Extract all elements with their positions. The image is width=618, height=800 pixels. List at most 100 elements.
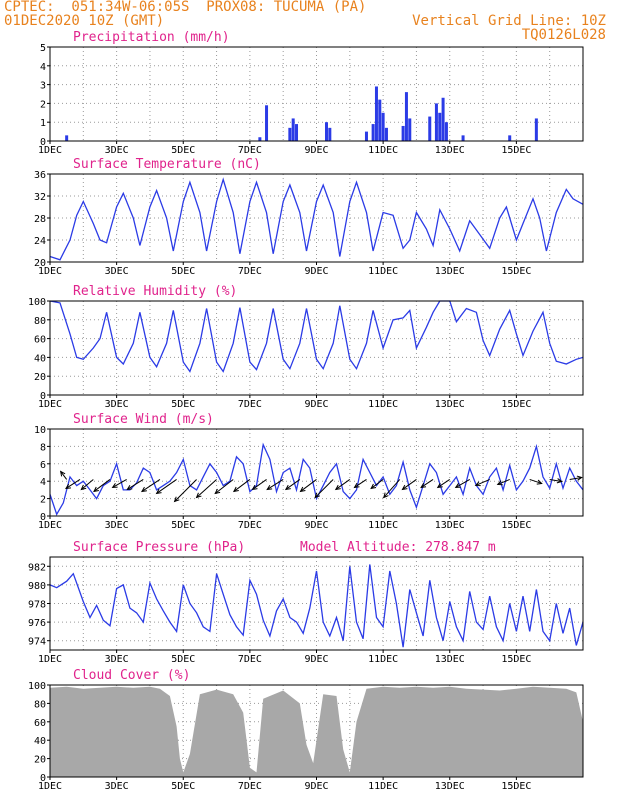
wind-vector: [195, 479, 217, 499]
wind-vector-shaft: [383, 479, 401, 498]
wind-vector: [370, 479, 384, 490]
y-tick-label: 974: [28, 637, 46, 648]
wind-vector-head: [474, 481, 481, 487]
y-tick-label: 2: [40, 99, 46, 110]
x-tick-label: 5DEC: [171, 399, 195, 410]
wind-vector-head: [299, 486, 306, 493]
wind-vector: [126, 479, 144, 491]
x-tick-label: 15DEC: [501, 266, 531, 277]
x-tick-label: 15DEC: [501, 520, 531, 531]
wind-vector-shaft: [370, 479, 384, 489]
precip-bar: [324, 122, 328, 141]
x-tick-label: 3DEC: [105, 654, 129, 665]
precip-bar: [291, 118, 295, 141]
wind-vector: [549, 478, 563, 484]
wind-vector: [284, 479, 301, 491]
x-tick-label: 1DEC: [38, 520, 62, 531]
wind-vector-shaft: [214, 479, 234, 494]
wind-vector-shaft: [65, 479, 81, 489]
panel-0: 0 1 2 3 4 5 1DEC 3DEC 5DEC 7DEC 9DEC 11DEC 13DEC 15DE…: [38, 30, 584, 156]
series-line: [49, 177, 584, 261]
precip-bar: [408, 118, 412, 141]
wind-vector-head: [576, 475, 583, 481]
wind-vector-head: [232, 486, 239, 493]
wind-vector-shaft: [529, 478, 542, 484]
series-line: [49, 442, 584, 516]
x-tick-label: 1DEC: [38, 654, 62, 665]
precip-bar: [378, 99, 382, 141]
y-tick-label: 32: [34, 192, 46, 203]
x-tick-label: 13DEC: [435, 654, 465, 665]
wind-vector-head: [420, 482, 427, 489]
precip-bar: [295, 124, 299, 141]
wind-vector: [314, 479, 334, 499]
wind-vector-shaft: [80, 479, 94, 490]
wind-vector-shaft: [300, 479, 317, 492]
panel-frame: [49, 428, 584, 517]
wind-vector-shaft: [285, 479, 301, 490]
wind-vector-shaft: [549, 478, 562, 482]
wind-vector: [232, 479, 251, 493]
wind-vector-head: [353, 482, 360, 489]
y-tick-label: 0: [40, 512, 46, 523]
y-tick-label: 980: [28, 581, 46, 592]
wind-vector-shaft: [569, 476, 582, 480]
precip-bar: [438, 112, 442, 141]
y-tick-label: 5: [40, 43, 46, 54]
wind-vector-head: [370, 483, 377, 490]
panel-2: 0 20 40 60 80 100 1DEC 3DEC 5DEC 7DEC 9DEC 11DEC 13D…: [28, 284, 584, 410]
precip-bar: [65, 135, 69, 141]
precip-bar: [364, 131, 368, 141]
x-tick-label: 9DEC: [304, 520, 328, 531]
y-tick-label: 1: [40, 118, 46, 129]
header-grid-line: Vertical Grid Line: 10Z: [412, 13, 606, 29]
wind-vector-head: [214, 488, 221, 495]
x-tick-label: 7DEC: [238, 781, 262, 792]
wind-vector-shaft: [60, 471, 68, 480]
wind-vector: [155, 479, 177, 495]
y-tick-label: 28: [34, 214, 46, 225]
wind-vector-shaft: [335, 479, 351, 490]
wind-vector-shaft: [437, 479, 451, 488]
precip-bar: [428, 116, 432, 141]
wind-vector-head: [383, 492, 389, 499]
series-line: [49, 300, 584, 373]
precip-bar: [288, 127, 292, 141]
wind-vector: [454, 479, 470, 489]
wind-vector-head: [195, 492, 202, 499]
panel-3: 0 2 4 6 8 10 1DEC 3DEC 5DEC 7DEC 9DEC 11DEC 13DEC 15D…: [34, 412, 584, 531]
precip-bar: [434, 103, 438, 141]
wind-vector-shaft: [402, 479, 417, 490]
y-tick-label: 2: [40, 495, 46, 506]
x-tick-label: 3DEC: [105, 266, 129, 277]
header-station: CPTEC: 051:34W-06:05S PROX08: TUCUMA (PA…: [4, 0, 367, 15]
x-tick-label: 9DEC: [304, 654, 328, 665]
wind-vector: [474, 479, 490, 487]
wind-vector-head: [140, 486, 147, 493]
x-tick-label: 13DEC: [435, 266, 465, 277]
cloud-cover-area: [50, 686, 583, 777]
panel-4: 974 976 978 980 982 1DEC 3DEC 5DEC 7DEC 9DEC 11DEC…: [28, 540, 584, 665]
x-tick-label: 15DEC: [501, 781, 531, 792]
wind-vector-head: [155, 488, 162, 495]
wind-vector-head: [251, 484, 258, 491]
x-tick-label: 11DEC: [368, 145, 398, 156]
x-tick-label: 11DEC: [368, 399, 398, 410]
x-tick-label: 9DEC: [304, 145, 328, 156]
x-tick-label: 7DEC: [238, 266, 262, 277]
wind-vector: [420, 479, 434, 489]
wind-vector: [334, 479, 351, 491]
x-tick-label: 3DEC: [105, 781, 129, 792]
wind-vector-head: [80, 484, 87, 491]
precip-bar: [258, 137, 262, 141]
panel-5: 0 20 40 60 80 100 1DEC 3DEC 5DEC 7DEC 9DEC 11DEC 13D…: [28, 668, 584, 792]
y-tick-label: 10: [34, 425, 46, 436]
y-tick-label: 3: [40, 81, 46, 92]
panel-title: Cloud Cover (%): [73, 668, 190, 683]
precip-bar: [534, 118, 538, 141]
y-tick-label: 80: [34, 699, 46, 710]
wind-vector-shaft: [233, 479, 251, 492]
wind-vector: [111, 479, 127, 489]
y-tick-label: 982: [28, 562, 46, 573]
y-tick-label: 0: [40, 773, 46, 784]
